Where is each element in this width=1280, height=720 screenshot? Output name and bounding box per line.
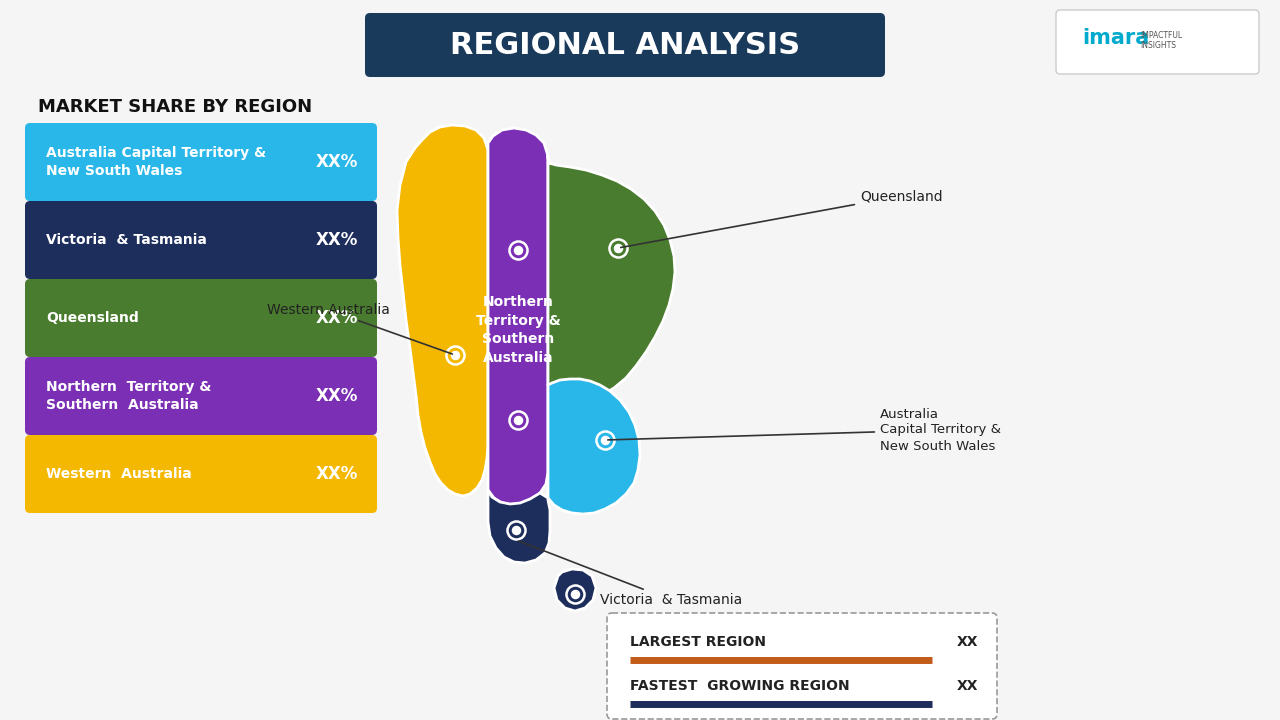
Polygon shape xyxy=(548,379,640,514)
Text: Victoria  & Tasmania: Victoria & Tasmania xyxy=(46,233,207,247)
Text: MARKET SHARE BY REGION: MARKET SHARE BY REGION xyxy=(38,98,312,116)
Text: Western Australia: Western Australia xyxy=(268,303,452,354)
Text: LARGEST REGION: LARGEST REGION xyxy=(630,635,765,649)
Polygon shape xyxy=(548,155,675,400)
Text: Queensland: Queensland xyxy=(621,189,942,248)
Text: XX: XX xyxy=(956,635,978,649)
FancyBboxPatch shape xyxy=(607,613,997,719)
Text: IMPACTFUL: IMPACTFUL xyxy=(1140,30,1183,40)
Text: Northern
Territory &
Southern
Australia: Northern Territory & Southern Australia xyxy=(476,295,561,364)
FancyBboxPatch shape xyxy=(26,435,378,513)
Text: XX%: XX% xyxy=(316,465,358,483)
Text: XX%: XX% xyxy=(316,387,358,405)
Text: XX%: XX% xyxy=(316,231,358,249)
FancyBboxPatch shape xyxy=(1056,10,1260,74)
FancyBboxPatch shape xyxy=(26,357,378,435)
Polygon shape xyxy=(488,490,550,563)
Text: Australia
Capital Territory &
New South Wales: Australia Capital Territory & New South … xyxy=(608,408,1001,452)
Text: Queensland: Queensland xyxy=(46,311,138,325)
Polygon shape xyxy=(488,128,548,505)
FancyBboxPatch shape xyxy=(26,123,378,201)
Text: REGIONAL ANALYSIS: REGIONAL ANALYSIS xyxy=(451,32,800,60)
Polygon shape xyxy=(397,125,488,496)
Text: Australia Capital Territory &
New South Wales: Australia Capital Territory & New South … xyxy=(46,146,266,178)
Text: XX: XX xyxy=(956,679,978,693)
Text: XX%: XX% xyxy=(316,153,358,171)
Text: Northern  Territory &
Southern  Australia: Northern Territory & Southern Australia xyxy=(46,380,211,412)
Text: XX%: XX% xyxy=(316,309,358,327)
FancyBboxPatch shape xyxy=(26,201,378,279)
Polygon shape xyxy=(554,569,596,611)
Text: FASTEST  GROWING REGION: FASTEST GROWING REGION xyxy=(630,679,850,693)
Text: INSIGHTS: INSIGHTS xyxy=(1140,42,1176,50)
FancyBboxPatch shape xyxy=(26,279,378,357)
Text: imara: imara xyxy=(1082,28,1149,48)
Text: Western  Australia: Western Australia xyxy=(46,467,192,481)
Text: Victoria  & Tasmania: Victoria & Tasmania xyxy=(518,541,742,607)
FancyBboxPatch shape xyxy=(365,13,884,77)
